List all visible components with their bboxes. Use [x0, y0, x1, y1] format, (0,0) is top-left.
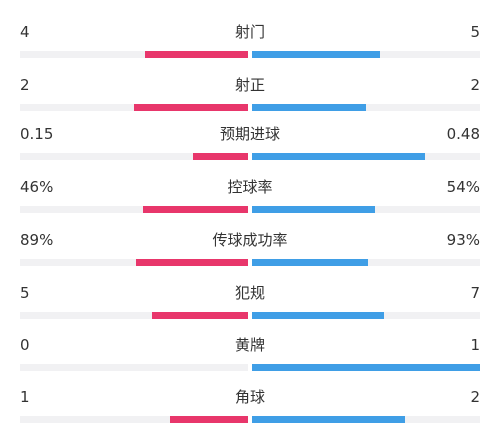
home-value: 89% — [20, 231, 54, 249]
away-bar — [252, 364, 480, 371]
stat-row-pass-accuracy: 89% 传球成功率 93% — [0, 230, 500, 283]
home-bar-track — [20, 104, 248, 111]
home-value: 0.15 — [20, 125, 54, 143]
away-bar-track — [252, 153, 480, 160]
away-bar-track — [252, 312, 480, 319]
away-bar-track — [252, 104, 480, 111]
away-bar — [252, 312, 385, 319]
away-value: 1 — [470, 336, 480, 354]
stat-label: 犯规 — [234, 284, 265, 302]
away-bar — [252, 206, 376, 213]
home-bar — [170, 416, 248, 423]
home-bar — [145, 51, 248, 58]
home-bar-track — [20, 206, 248, 213]
away-value: 0.48 — [446, 125, 480, 143]
away-value: 54% — [446, 178, 480, 196]
home-value: 4 — [20, 23, 30, 41]
home-bar — [193, 153, 248, 160]
away-value: 2 — [470, 76, 480, 94]
home-bar-track — [20, 259, 248, 266]
home-value: 46% — [20, 178, 54, 196]
away-bar — [252, 153, 426, 160]
away-bar-track — [252, 51, 480, 58]
stat-row-yellow-cards: 0 黄牌 1 — [0, 335, 500, 388]
home-value: 1 — [20, 388, 30, 406]
stat-label: 角球 — [234, 388, 265, 406]
stat-row-possession: 46% 控球率 54% — [0, 177, 500, 230]
home-bar-track — [20, 416, 248, 423]
home-value: 2 — [20, 76, 30, 94]
home-bar — [152, 312, 248, 319]
away-bar-track — [252, 416, 480, 423]
away-bar — [252, 104, 366, 111]
away-bar-track — [252, 206, 480, 213]
away-bar — [252, 259, 369, 266]
away-value: 2 — [470, 388, 480, 406]
home-value: 0 — [20, 336, 30, 354]
stat-row-shots-on-target: 2 射正 2 — [0, 75, 500, 128]
home-bar-track — [20, 364, 248, 371]
stat-row-expected-goals: 0.15 预期进球 0.48 — [0, 124, 500, 177]
stat-row-corners: 1 角球 2 — [0, 387, 500, 440]
home-bar-track — [20, 51, 248, 58]
stat-row-shots: 4 射门 5 — [0, 22, 500, 75]
home-bar — [143, 206, 248, 213]
stat-label: 射正 — [234, 76, 265, 94]
stat-label: 预期进球 — [219, 125, 280, 143]
stat-row-fouls: 5 犯规 7 — [0, 283, 500, 336]
home-bar-track — [20, 312, 248, 319]
stat-label: 传球成功率 — [212, 231, 288, 249]
away-bar-track — [252, 364, 480, 371]
away-bar — [252, 51, 380, 58]
home-value: 5 — [20, 284, 30, 302]
away-bar — [252, 416, 405, 423]
away-value: 7 — [470, 284, 480, 302]
away-value: 5 — [470, 23, 480, 41]
away-value: 93% — [446, 231, 480, 249]
stat-label: 射门 — [234, 23, 265, 41]
home-bar — [136, 259, 248, 266]
home-bar — [134, 104, 248, 111]
stat-label: 黄牌 — [234, 336, 265, 354]
stat-label: 控球率 — [227, 178, 273, 196]
away-bar-track — [252, 259, 480, 266]
home-bar-track — [20, 153, 248, 160]
